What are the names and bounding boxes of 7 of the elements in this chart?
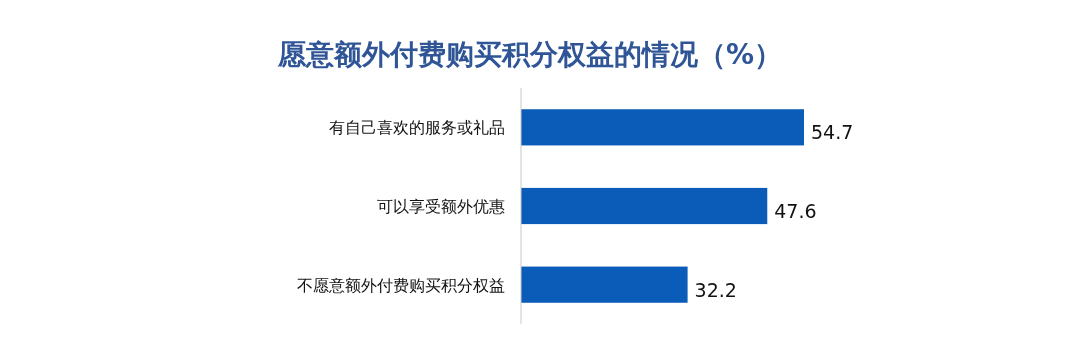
title: 愿意额外付费购买积分权益的情况（%）: [277, 38, 783, 71]
data-label: 32.2: [694, 278, 737, 301]
y-tick-label: 可以享受额外优惠: [377, 197, 505, 216]
y-tick-label: 有自己喜欢的服务或礼品: [329, 118, 505, 138]
data-label: 54.7: [811, 121, 854, 144]
data-label: 47.6: [774, 200, 817, 222]
y-tick-label: 不愿意额外付费购买积分权益: [297, 275, 505, 295]
